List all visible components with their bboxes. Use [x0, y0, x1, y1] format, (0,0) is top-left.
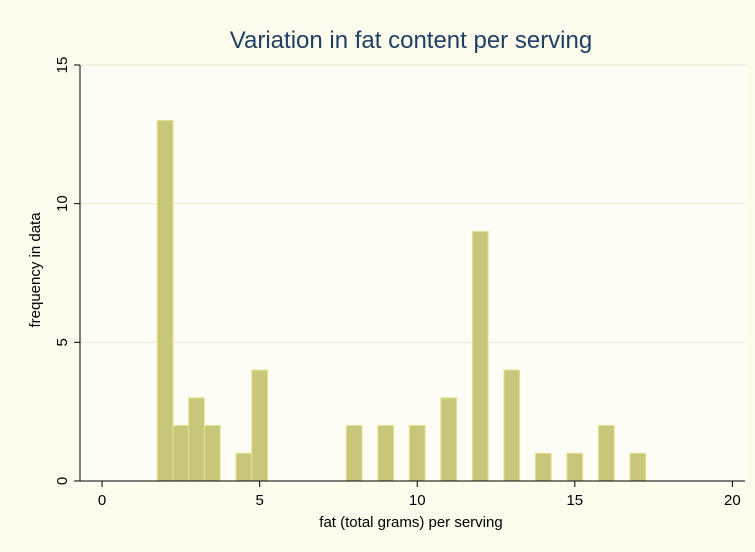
y-axis-label: frequency in data [27, 212, 44, 328]
bar [172, 425, 190, 482]
gridlines [80, 64, 745, 343]
bar [251, 369, 269, 482]
x-tick-label: 5 [255, 492, 263, 509]
bar [566, 452, 584, 482]
x-tick-label: 20 [724, 492, 741, 509]
bar [503, 369, 521, 482]
x-axis-ticks: 0 5 10 15 20 [98, 481, 741, 509]
bar [597, 425, 615, 482]
bar [345, 425, 363, 482]
bar [156, 119, 174, 482]
bar [235, 452, 253, 482]
bar [629, 452, 647, 482]
bar [188, 397, 205, 482]
y-tick-label: 5 [54, 338, 71, 346]
y-axis-ticks: 0 5 10 15 [54, 57, 80, 485]
bar [534, 452, 552, 482]
x-tick-label: 0 [98, 492, 106, 509]
x-tick-label: 15 [566, 492, 583, 509]
bar [471, 230, 489, 482]
chart-title: Variation in fat content per serving [230, 27, 592, 54]
plot-area [80, 65, 745, 481]
y-tick-label: 15 [54, 57, 71, 74]
x-tick-label: 10 [409, 492, 426, 509]
bars [156, 119, 647, 482]
bar [203, 425, 221, 482]
bar [440, 397, 458, 482]
bar [408, 425, 426, 482]
x-axis-label: fat (total grams) per serving [319, 514, 502, 531]
bar [377, 425, 395, 482]
y-tick-label: 0 [54, 477, 71, 485]
y-tick-label: 10 [54, 195, 71, 212]
